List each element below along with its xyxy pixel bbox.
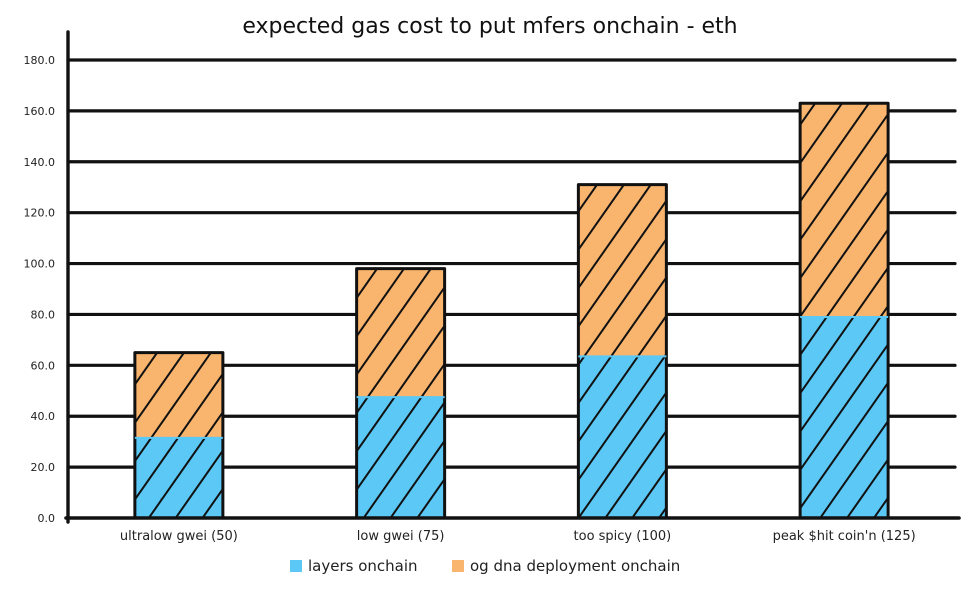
legend-swatch-1 <box>452 560 464 572</box>
y-tick-label: 140.0 <box>24 156 56 169</box>
bar-outline <box>133 351 225 518</box>
y-tick-label: 40.0 <box>31 410 56 423</box>
x-tick-label: ultralow gwei (50) <box>120 529 238 544</box>
bar-outline <box>798 101 890 518</box>
bar-hatch <box>578 184 667 357</box>
y-tick-label: 80.0 <box>31 308 56 321</box>
y-tick-label: 120.0 <box>24 207 56 220</box>
y-tick-label: 160.0 <box>24 105 56 118</box>
x-tick-label: peak $hit coin'n (125) <box>773 529 916 544</box>
legend: layers onchain og dna deployment onchain <box>290 557 680 575</box>
x-tick-label: too spicy (100) <box>574 529 672 544</box>
bar-hatch <box>134 352 223 438</box>
axes <box>64 30 961 524</box>
bar-hatch <box>356 397 445 518</box>
legend-label-0: layers onchain <box>308 557 418 575</box>
y-tick-label: 60.0 <box>31 359 56 372</box>
bar-hatch <box>134 437 223 518</box>
bar-hatch <box>578 356 667 518</box>
chart-title: expected gas cost to put mfers onchain -… <box>242 14 737 39</box>
y-axis-ticks: 0.0 20.0 40.0 60.0 80.0 100.0 120.0 140.0 160.0 1… <box>24 54 56 525</box>
bars <box>133 101 890 518</box>
y-tick-label: 0.0 <box>38 512 56 525</box>
bar-hatch <box>356 268 445 398</box>
legend-swatch-0 <box>290 560 302 572</box>
y-tick-label: 180.0 <box>24 54 56 67</box>
y-tick-label: 100.0 <box>24 258 56 271</box>
x-tick-label: low gwei (75) <box>357 529 445 544</box>
legend-label-1: og dna deployment onchain <box>470 557 680 575</box>
y-tick-label: 20.0 <box>31 461 56 474</box>
bar-outline <box>576 183 668 518</box>
bar-outline <box>355 267 447 518</box>
bar-hatch <box>800 316 889 518</box>
bar-hatch <box>800 103 889 317</box>
x-axis-ticks: ultralow gwei (50) low gwei (75) too spicy… <box>120 529 916 544</box>
